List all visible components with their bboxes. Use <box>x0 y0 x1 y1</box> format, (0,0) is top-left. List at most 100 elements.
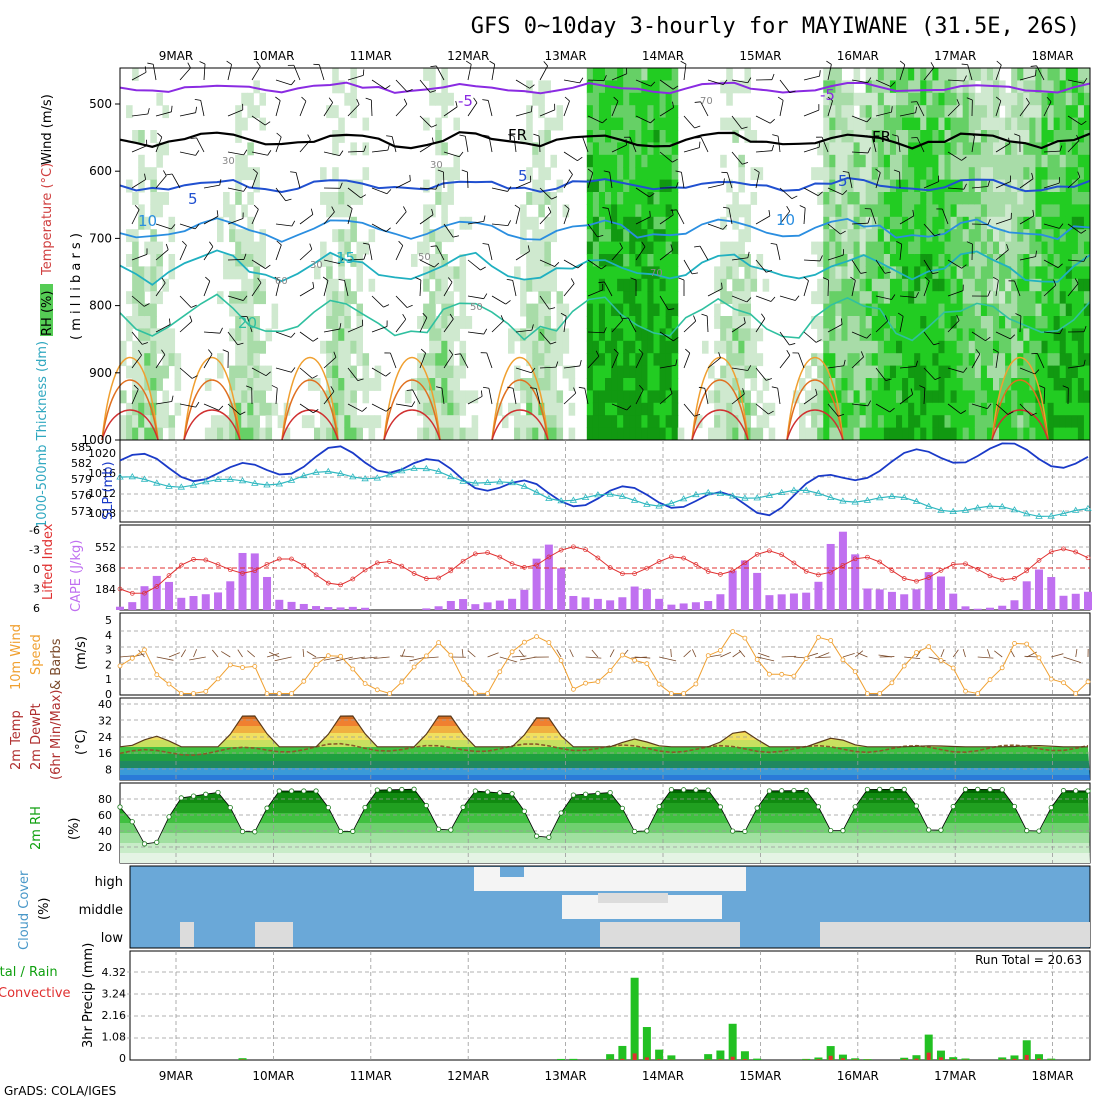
lifted-index-marker <box>1061 546 1066 552</box>
isotherm-label: 20 <box>238 314 257 332</box>
rh-cell <box>914 68 921 81</box>
lifted-index-marker <box>191 557 196 562</box>
wind-barb-flag <box>843 359 846 366</box>
rh-cell <box>908 192 915 205</box>
rh-cell <box>338 303 345 317</box>
rh-cell <box>853 316 861 329</box>
rh-cell <box>877 192 885 205</box>
wind-barb <box>707 223 724 230</box>
wind-barb <box>755 367 767 381</box>
wind-barb <box>275 223 292 227</box>
rh-cell <box>1071 415 1079 429</box>
cape-bar <box>949 593 958 610</box>
rh2m-marker <box>913 803 920 809</box>
rh2m-marker <box>754 805 760 811</box>
rh-cell <box>1065 241 1073 255</box>
rh-cell <box>665 316 673 329</box>
rh-cell <box>144 415 151 429</box>
rh-cell <box>1053 316 1061 329</box>
rh-cell <box>823 167 830 181</box>
wind-barb <box>731 115 743 129</box>
rh-cell <box>235 291 242 305</box>
rh-cell <box>144 316 151 329</box>
rh-cell <box>435 229 442 243</box>
rh-cell <box>914 179 921 193</box>
wind-barb <box>538 136 541 153</box>
rh-cell <box>659 142 667 156</box>
cape-bar <box>557 568 566 610</box>
rh-cell <box>120 415 127 429</box>
rh-cell <box>526 266 533 280</box>
rh-cell <box>902 278 909 292</box>
rh-cell <box>1017 378 1024 391</box>
rh-cell <box>829 340 836 354</box>
thickness-marker <box>1059 509 1068 516</box>
rh-cell <box>356 415 363 429</box>
wind-barb-flag <box>195 401 200 408</box>
rh-cell <box>914 92 921 106</box>
lifted-index-marker <box>117 586 123 592</box>
wind10m-marker <box>816 634 821 640</box>
wind-barb <box>486 352 493 369</box>
rh-cell <box>605 266 612 280</box>
rh-cell <box>235 266 242 280</box>
rh-cell <box>1077 241 1085 255</box>
rh-cell <box>738 204 745 218</box>
rh-cell <box>750 340 758 354</box>
rh-cell <box>1011 80 1018 94</box>
rh-cell <box>423 427 430 441</box>
rh-cell <box>1035 179 1042 193</box>
wind-barb <box>539 212 552 225</box>
rh-cell <box>732 204 739 218</box>
wind10m-barb <box>348 656 366 661</box>
rh-cell <box>647 130 654 143</box>
rh-cell <box>247 353 254 367</box>
rh-cell <box>671 105 679 119</box>
rh-cell <box>162 192 169 205</box>
wind-barb <box>395 403 412 407</box>
grads-credit: GrADS: COLA/IGES <box>4 1084 116 1098</box>
rh-cell <box>817 142 824 156</box>
rh2m-marker <box>950 803 956 810</box>
rh-cell <box>980 192 988 205</box>
rh-cell <box>538 378 545 391</box>
rh-cell <box>629 340 636 354</box>
wind-barb-flag <box>265 371 271 376</box>
rh-cell <box>629 415 636 429</box>
wind-barb <box>441 388 445 405</box>
rh-cell <box>635 68 642 81</box>
rh-cell <box>956 390 964 404</box>
rh-cell <box>671 266 679 280</box>
rh-cell <box>938 340 945 354</box>
rh-cell <box>999 254 1006 267</box>
rh-cell <box>659 241 667 255</box>
rh-cell <box>732 390 739 404</box>
rh-cell <box>592 278 600 292</box>
rh-cell <box>974 278 982 292</box>
rh-cell <box>962 154 970 168</box>
rh-cell <box>653 204 661 218</box>
rh-cell <box>1041 353 1049 367</box>
wind-barb <box>539 295 550 310</box>
rh-cell <box>544 192 551 205</box>
rh-cell <box>859 192 867 205</box>
rh-cell <box>598 179 606 193</box>
rh-cell <box>1059 402 1067 416</box>
wind-barb-flag <box>507 386 514 389</box>
rh-cell <box>829 291 836 305</box>
wind10m-marker <box>718 648 723 653</box>
rh-cell <box>817 241 824 255</box>
rh-cell <box>811 353 818 367</box>
rh-cell <box>968 167 976 181</box>
rh-cell <box>592 328 600 342</box>
wind-barb-flag <box>1008 137 1011 144</box>
rh-cell <box>586 241 594 255</box>
rh-cell <box>1023 415 1030 429</box>
wind-barb <box>539 109 555 117</box>
rh-cell <box>520 427 527 441</box>
rh-cell <box>592 303 600 317</box>
rh-cell <box>1005 254 1012 267</box>
rh-cell <box>938 167 945 181</box>
rh-cell <box>986 328 994 342</box>
rh-cell <box>1071 266 1079 280</box>
